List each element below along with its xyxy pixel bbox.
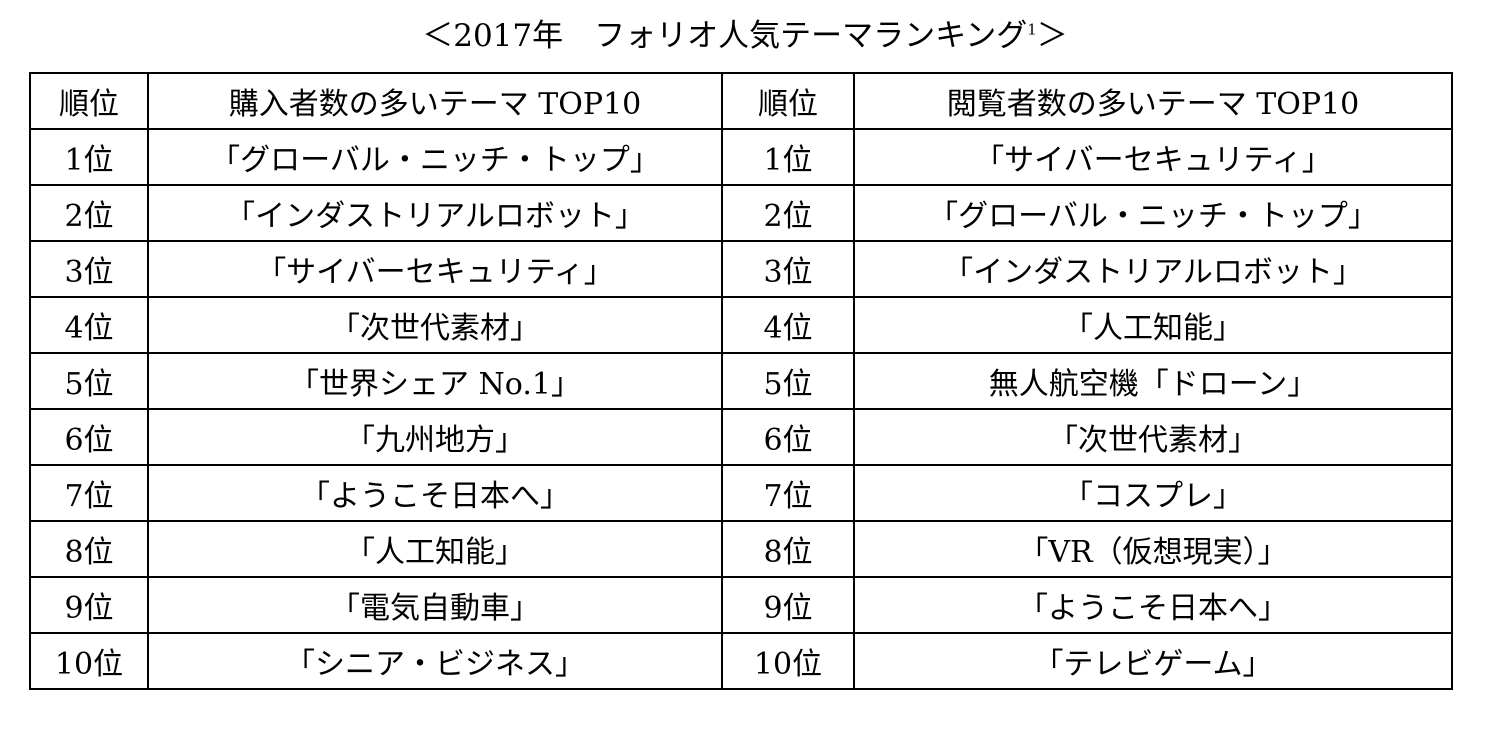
views-theme-cell: 「テレビゲーム」	[853, 632, 1453, 690]
rank-left-cell: 3位	[29, 240, 149, 298]
table-row: 4位 「次世代素材」 4位 「人工知能」	[29, 296, 1453, 354]
views-theme-cell: 「グローバル・ニッチ・トップ」	[853, 184, 1453, 242]
header-views-top10: 閲覧者数の多いテーマ TOP10	[853, 72, 1453, 130]
purchase-theme-cell: 「九州地方」	[147, 408, 723, 466]
views-theme-cell: 「コスプレ」	[853, 464, 1453, 522]
views-theme-cell: 「インダストリアルロボット」	[853, 240, 1453, 298]
views-theme-cell: 「次世代素材」	[853, 408, 1453, 466]
table-row: 10位 「シニア・ビジネス」 10位 「テレビゲーム」	[29, 632, 1453, 690]
purchase-theme-cell: 「シニア・ビジネス」	[147, 632, 723, 690]
title-closing-bracket: ＞	[1036, 18, 1068, 54]
document-title: ＜2017年 フォリオ人気テーマランキング1＞	[0, 14, 1490, 58]
header-row: 順位 購入者数の多いテーマ TOP10 順位 閲覧者数の多いテーマ TOP10	[29, 72, 1453, 130]
rank-right-cell: 5位	[721, 352, 855, 410]
rank-right-cell: 8位	[721, 520, 855, 578]
rank-right-cell: 1位	[721, 128, 855, 186]
rank-left-cell: 5位	[29, 352, 149, 410]
rank-right-cell: 10位	[721, 632, 855, 690]
rank-left-cell: 7位	[29, 464, 149, 522]
rank-left-cell: 4位	[29, 296, 149, 354]
purchase-theme-cell: 「電気自動車」	[147, 576, 723, 634]
rank-right-cell: 4位	[721, 296, 855, 354]
rank-left-cell: 8位	[29, 520, 149, 578]
table-row: 3位 「サイバーセキュリティ」 3位 「インダストリアルロボット」	[29, 240, 1453, 298]
rank-right-cell: 6位	[721, 408, 855, 466]
views-theme-cell: 「VR（仮想現実）」	[853, 520, 1453, 578]
ranking-table: 順位 購入者数の多いテーマ TOP10 順位 閲覧者数の多いテーマ TOP10 …	[29, 72, 1453, 690]
views-theme-cell: 「サイバーセキュリティ」	[853, 128, 1453, 186]
purchase-theme-cell: 「次世代素材」	[147, 296, 723, 354]
rank-left-cell: 6位	[29, 408, 149, 466]
rank-left-cell: 1位	[29, 128, 149, 186]
views-theme-cell: 無人航空機「ドローン」	[853, 352, 1453, 410]
rank-left-cell: 2位	[29, 184, 149, 242]
header-rank-left: 順位	[29, 72, 149, 130]
views-theme-cell: 「人工知能」	[853, 296, 1453, 354]
purchase-theme-cell: 「ようこそ日本へ」	[147, 464, 723, 522]
rank-right-cell: 9位	[721, 576, 855, 634]
table-row: 2位 「インダストリアルロボット」 2位 「グローバル・ニッチ・トップ」	[29, 184, 1453, 242]
table-row: 6位 「九州地方」 6位 「次世代素材」	[29, 408, 1453, 466]
table-row: 9位 「電気自動車」 9位 「ようこそ日本へ」	[29, 576, 1453, 634]
purchase-theme-cell: 「インダストリアルロボット」	[147, 184, 723, 242]
purchase-theme-cell: 「サイバーセキュリティ」	[147, 240, 723, 298]
title-text: ＜2017年 フォリオ人気テーマランキング	[422, 18, 1028, 54]
views-theme-cell: 「ようこそ日本へ」	[853, 576, 1453, 634]
title-footnote-mark: 1	[1027, 20, 1037, 39]
rank-right-cell: 7位	[721, 464, 855, 522]
purchase-theme-cell: 「グローバル・ニッチ・トップ」	[147, 128, 723, 186]
header-purchase-top10: 購入者数の多いテーマ TOP10	[147, 72, 723, 130]
table-row: 8位 「人工知能」 8位 「VR（仮想現実）」	[29, 520, 1453, 578]
purchase-theme-cell: 「人工知能」	[147, 520, 723, 578]
table-row: 1位 「グローバル・ニッチ・トップ」 1位 「サイバーセキュリティ」	[29, 128, 1453, 186]
rank-right-cell: 3位	[721, 240, 855, 298]
rank-left-cell: 9位	[29, 576, 149, 634]
header-rank-right: 順位	[721, 72, 855, 130]
purchase-theme-cell: 「世界シェア No.1」	[147, 352, 723, 410]
table-row: 5位 「世界シェア No.1」 5位 無人航空機「ドローン」	[29, 352, 1453, 410]
rank-left-cell: 10位	[29, 632, 149, 690]
rank-right-cell: 2位	[721, 184, 855, 242]
table-row: 7位 「ようこそ日本へ」 7位 「コスプレ」	[29, 464, 1453, 522]
